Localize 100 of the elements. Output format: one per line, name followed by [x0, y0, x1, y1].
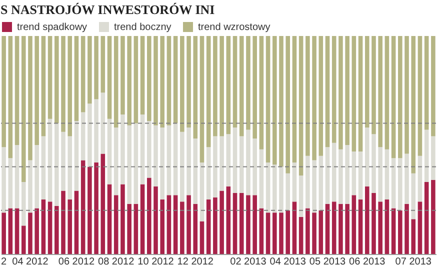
bar	[94, 162, 98, 254]
bar	[68, 36, 72, 136]
bar	[80, 112, 86, 160]
bar	[48, 202, 52, 254]
bar	[404, 154, 409, 204]
bar	[107, 36, 112, 119]
bar	[292, 202, 297, 254]
bar	[391, 208, 396, 254]
bar	[384, 149, 390, 200]
bar	[134, 204, 138, 254]
bar	[431, 36, 436, 136]
bar	[220, 190, 224, 254]
x-tick-label: 06 2012	[58, 256, 95, 268]
x-tick-label: 04 2012	[12, 256, 49, 268]
bar	[332, 142, 336, 202]
bar	[391, 36, 396, 158]
bar	[154, 125, 158, 186]
bar	[166, 36, 172, 126]
bar	[41, 36, 46, 136]
bar	[28, 36, 32, 160]
bar	[74, 121, 79, 191]
bar	[418, 36, 422, 156]
bar	[146, 121, 152, 178]
bar	[2, 147, 6, 213]
bar	[358, 152, 363, 200]
bar	[338, 204, 343, 254]
bar	[378, 36, 382, 148]
bar	[352, 152, 356, 196]
bar	[88, 166, 92, 254]
bar	[220, 136, 224, 191]
bar	[2, 36, 6, 148]
bar	[160, 128, 164, 200]
bar	[239, 136, 244, 193]
bar	[358, 200, 363, 254]
bar	[100, 92, 106, 154]
bar	[34, 36, 39, 145]
bar	[54, 206, 59, 254]
bar	[398, 210, 402, 254]
bar	[173, 36, 178, 124]
bar	[332, 36, 336, 143]
legend-label: trend spadkowy	[17, 22, 88, 33]
x-tick-label: 10 2012	[138, 256, 174, 268]
bar	[364, 36, 370, 128]
bar	[226, 186, 231, 254]
bar	[306, 36, 310, 156]
bar	[74, 190, 79, 254]
bar	[220, 36, 224, 136]
bar	[232, 128, 238, 193]
bar	[306, 156, 310, 208]
bar	[259, 149, 264, 208]
bar	[318, 156, 324, 210]
bar	[318, 210, 324, 254]
bar	[372, 192, 376, 254]
bar	[252, 195, 257, 254]
bar	[28, 160, 32, 213]
bar	[259, 36, 264, 150]
bar	[345, 36, 350, 145]
bar	[54, 36, 59, 124]
bar	[246, 36, 250, 130]
bar	[21, 36, 26, 182]
bar	[166, 125, 172, 196]
bar	[34, 145, 39, 208]
bar	[384, 36, 390, 150]
bar	[21, 182, 26, 226]
bar	[206, 200, 211, 254]
bar	[100, 154, 106, 254]
bar	[239, 192, 244, 254]
bar	[173, 195, 178, 254]
bar	[338, 149, 343, 204]
bar	[424, 182, 429, 254]
bar	[206, 36, 211, 148]
bar	[74, 36, 79, 122]
bar	[200, 162, 204, 222]
bar	[8, 208, 13, 254]
bar	[259, 208, 264, 254]
bar	[364, 186, 370, 254]
bar	[146, 178, 152, 254]
bar	[226, 134, 231, 186]
bar	[404, 36, 409, 154]
bar	[180, 132, 184, 202]
bar	[140, 184, 145, 254]
bar	[140, 36, 145, 114]
bar	[14, 145, 20, 208]
bar	[94, 36, 98, 100]
x-tick-label: 07 2013	[395, 256, 432, 268]
x-tick-label: 12 2012	[177, 256, 214, 268]
bar	[120, 114, 125, 184]
bar	[325, 204, 330, 254]
bar	[411, 173, 416, 220]
bar	[114, 128, 118, 196]
bar	[193, 138, 198, 204]
bar	[200, 221, 204, 254]
bar	[61, 36, 66, 132]
bar	[68, 200, 72, 254]
bar	[154, 186, 158, 254]
bar	[48, 118, 52, 202]
bar	[213, 36, 218, 136]
x-tick-label: 05 2013	[309, 256, 346, 268]
bar	[28, 212, 32, 254]
legend-label: trend wzrostowy	[198, 22, 270, 33]
